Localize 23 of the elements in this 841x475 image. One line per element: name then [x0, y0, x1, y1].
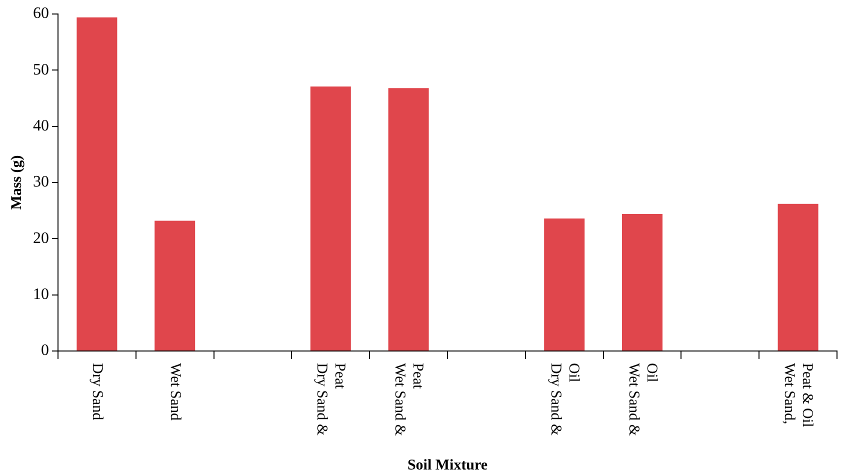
bar	[778, 204, 818, 350]
x-tick-label: Dry Sand & Oil	[547, 363, 582, 436]
y-tick-label: 40	[33, 118, 49, 135]
bar	[310, 86, 351, 350]
x-axis-title: Soil Mixture	[407, 457, 488, 474]
bar	[622, 214, 663, 350]
y-tick-label: 30	[33, 174, 49, 191]
y-tick-label: 0	[41, 342, 49, 360]
x-tick-label: Wet Sand & Oil	[625, 363, 660, 436]
y-tick-label: 20	[33, 230, 49, 247]
bar	[76, 17, 118, 350]
y-tick-label: 10	[33, 286, 49, 304]
x-tick-label: Dry Sand	[89, 363, 106, 421]
y-axis-title: Mass (g)	[8, 155, 25, 210]
y-tick-label: 60	[33, 5, 49, 22]
x-tick-label: Wet Sand, Peat & Oil	[781, 363, 816, 428]
x-tick-label: Dry Sand & Peat	[314, 363, 348, 436]
x-tick-label: Wet Sand	[166, 363, 183, 422]
bar	[388, 88, 429, 350]
bar	[154, 220, 196, 350]
x-tick-label: Wet Sand & Peat	[392, 363, 426, 436]
y-tick-label: 50	[33, 61, 49, 78]
bar	[544, 218, 585, 350]
